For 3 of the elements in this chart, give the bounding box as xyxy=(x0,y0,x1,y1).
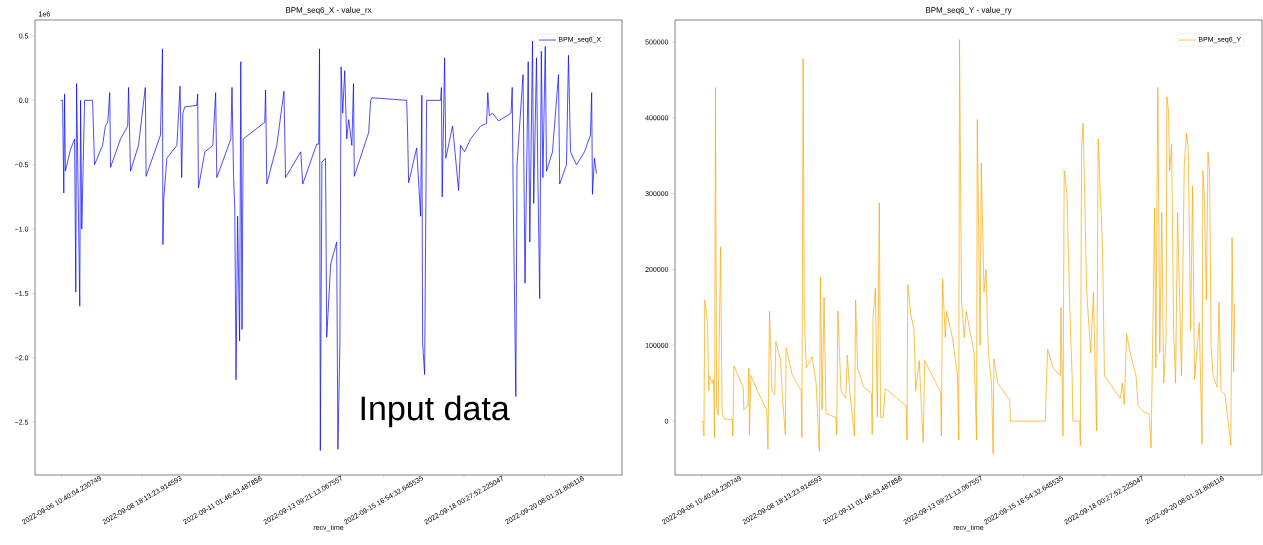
annotation: Input data xyxy=(361,395,510,428)
chart-title: BPM_seq6_Y - value_ry xyxy=(926,7,1012,15)
chart-title: BPM_seq6_X - value_rx xyxy=(286,6,372,15)
